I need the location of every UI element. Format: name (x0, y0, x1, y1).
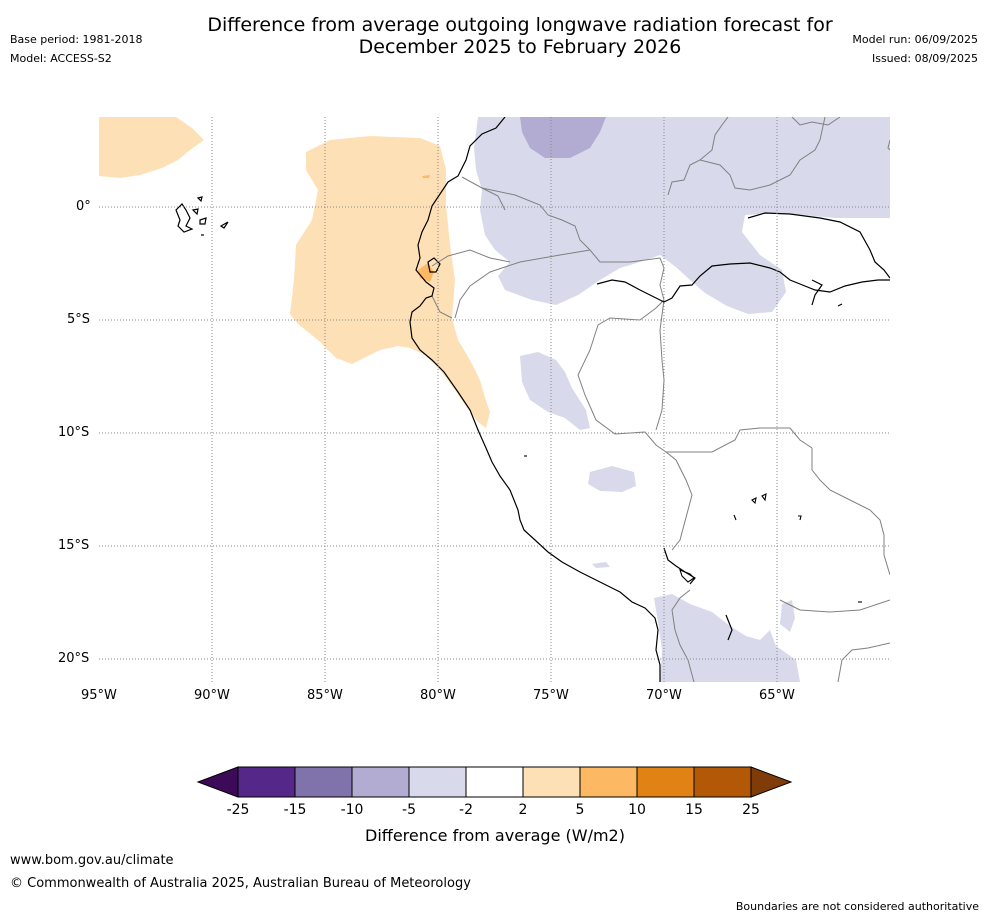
negative-anomaly-region-east (780, 600, 795, 632)
colorbar-bin-3 (351, 766, 410, 798)
colorbar-extend-low (196, 766, 239, 798)
base-period-text: Base period: 1981-2018 (10, 33, 143, 46)
colorbar-tick-8: 10 (628, 802, 646, 818)
model-run-text: Model run: 06/09/2025 (852, 33, 978, 46)
lakes (524, 455, 862, 603)
bom-url-link[interactable]: www.bom.gov.au/climate (10, 853, 174, 868)
negative-anomaly-region-central (588, 466, 636, 492)
colorbar-label: Difference from average (W/m2) (365, 826, 625, 845)
colorbar-bin-2 (294, 766, 353, 798)
colorbar-bin-6 (522, 766, 581, 798)
negative-anomaly-region-strong (520, 117, 606, 158)
lon-label-85w: 85°W (307, 688, 343, 703)
colorbar-tick-3: -10 (340, 802, 364, 818)
lon-label-80w: 80°W (420, 688, 456, 703)
colorbar-tick-5: -2 (459, 802, 473, 818)
lon-label-95w: 95°W (81, 688, 117, 703)
lon-label-90w: 90°W (194, 688, 230, 703)
lat-label-20s: 20°S (58, 651, 90, 666)
title-line-1: Difference from average outgoing longwav… (207, 14, 833, 36)
colorbar-bin-9 (693, 766, 752, 798)
map-title: Difference from average outgoing longwav… (0, 14, 988, 58)
colorbar-tick-7: 5 (575, 802, 585, 818)
model-text: Model: ACCESS-S2 (10, 52, 112, 65)
negative-anomaly-region-small (592, 562, 610, 568)
colorbar-tick-9: 15 (685, 802, 703, 818)
colorbar-tick-10: 25 (742, 802, 760, 818)
colorbar-bin-1 (237, 766, 296, 798)
positive-anomaly-region-offshore (290, 136, 490, 428)
country-borders (431, 117, 890, 682)
negative-anomaly-region-north (474, 117, 890, 314)
negative-anomaly-region-lima (520, 352, 590, 430)
colorbar-bin-5 (465, 766, 524, 798)
lat-label-15s: 15°S (58, 538, 90, 553)
lat-label-10s: 10°S (58, 425, 90, 440)
title-line-2: December 2025 to February 2026 (358, 36, 682, 58)
colorbar-bin-8 (636, 766, 695, 798)
lon-label-70w: 70°W (646, 688, 682, 703)
colorbar-bin-4 (408, 766, 467, 798)
positive-anomaly-region-galapagos-north (99, 117, 204, 178)
lon-label-65w: 65°W (759, 688, 795, 703)
disclaimer-text: Boundaries are not considered authoritat… (735, 900, 979, 913)
colorbar-tick-6: 2 (518, 802, 528, 818)
lat-label-5s: 5°S (67, 312, 91, 327)
colorbar-tick-2: -15 (283, 802, 307, 818)
colorbar-tick-4: -5 (402, 802, 416, 818)
negative-anomaly-region-altiplano (654, 594, 800, 682)
colorbar-extend-high (750, 766, 793, 798)
positive-anomaly-dot (422, 175, 430, 178)
copyright-text: © Commonwealth of Australia 2025, Austra… (10, 876, 471, 891)
lat-label-0: 0° (76, 199, 91, 214)
lon-label-75w: 75°W (533, 688, 569, 703)
colorbar (196, 766, 793, 798)
colorbar-tick-1: -25 (226, 802, 250, 818)
colorbar-bin-7 (579, 766, 638, 798)
graticule (99, 117, 890, 682)
issued-text: Issued: 08/09/2025 (871, 52, 978, 65)
lake-titicaca (679, 569, 695, 583)
